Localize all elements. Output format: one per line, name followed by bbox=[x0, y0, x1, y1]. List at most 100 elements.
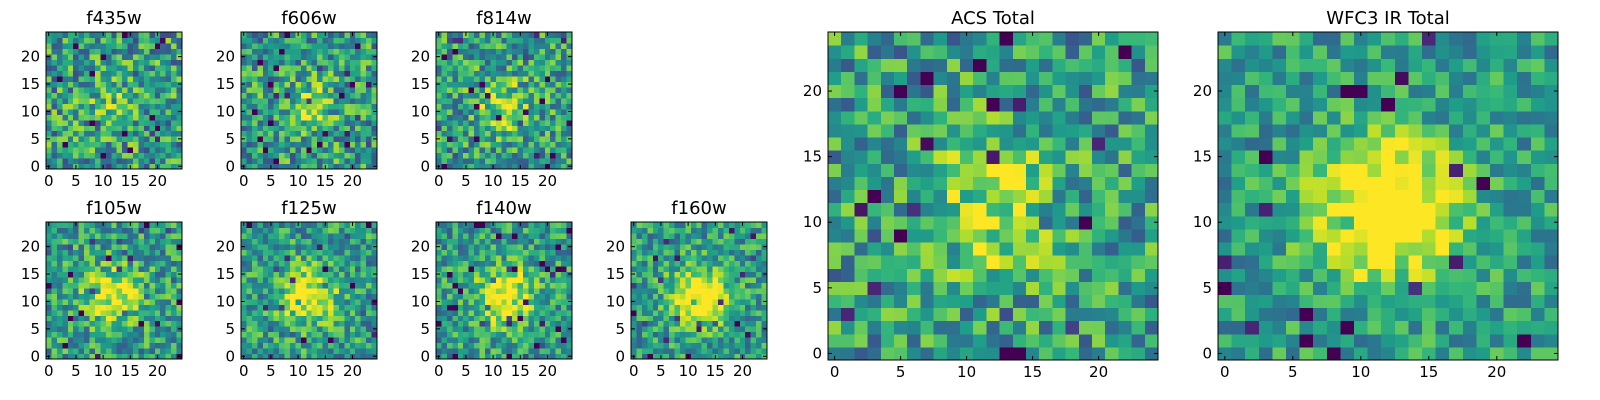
heatmap-cell bbox=[333, 114, 340, 121]
heatmap-cell bbox=[539, 265, 546, 272]
heatmap-cell bbox=[894, 215, 908, 230]
heatmap-cell bbox=[734, 320, 741, 327]
heatmap-cell bbox=[894, 189, 908, 204]
heatmap-cell bbox=[484, 304, 491, 311]
heatmap-cell bbox=[756, 243, 763, 250]
heatmap-cell bbox=[512, 337, 519, 344]
heatmap-cell bbox=[907, 281, 921, 295]
heatmap-cell bbox=[317, 227, 324, 234]
heatmap-cell bbox=[160, 243, 167, 250]
heatmap-cell bbox=[1131, 346, 1146, 361]
heatmap-cell bbox=[171, 125, 178, 132]
heatmap-cell bbox=[631, 320, 638, 327]
heatmap-cell bbox=[750, 276, 757, 283]
heatmap-cell bbox=[841, 268, 855, 282]
heatmap-cell bbox=[533, 32, 540, 39]
heatmap-cell bbox=[463, 254, 470, 261]
heatmap-cell bbox=[67, 136, 74, 143]
heatmap-cell bbox=[89, 32, 96, 39]
heatmap-cell bbox=[366, 293, 373, 300]
heatmap-cell bbox=[116, 114, 123, 121]
heatmap-cell bbox=[138, 81, 145, 88]
heatmap-cell bbox=[533, 232, 540, 240]
heatmap-cell bbox=[289, 152, 296, 159]
heatmap-cell bbox=[73, 152, 80, 159]
heatmap-cell bbox=[105, 238, 112, 245]
heatmap-cell bbox=[246, 125, 253, 132]
heatmap-cell bbox=[533, 147, 540, 154]
heatmap-cell bbox=[257, 271, 264, 278]
heatmap-cell bbox=[669, 309, 676, 316]
heatmap-cell bbox=[1144, 320, 1159, 335]
heatmap-cell bbox=[56, 163, 63, 170]
heatmap-cell bbox=[533, 337, 540, 344]
heatmap-cell bbox=[127, 304, 134, 311]
heatmap-cell bbox=[636, 254, 643, 261]
heatmap-cell bbox=[371, 249, 378, 256]
heatmap-cell bbox=[62, 103, 69, 110]
heatmap-cell bbox=[160, 254, 167, 261]
heatmap-cell bbox=[933, 176, 948, 191]
heatmap-cell bbox=[300, 108, 307, 115]
heatmap-cell bbox=[446, 227, 453, 234]
heatmap-cell bbox=[111, 86, 118, 93]
heatmap-cell bbox=[946, 176, 961, 191]
heatmap-cell bbox=[468, 254, 475, 261]
heatmap-cell bbox=[317, 59, 324, 66]
heatmap-cell bbox=[116, 249, 123, 256]
heatmap-cell bbox=[734, 304, 741, 311]
heatmap-cell bbox=[62, 320, 69, 327]
heatmap-cell bbox=[268, 114, 275, 121]
heatmap-cell bbox=[723, 227, 730, 234]
heatmap-cell bbox=[479, 337, 486, 344]
heatmap-cell bbox=[62, 337, 69, 344]
heatmap-cell bbox=[756, 293, 763, 300]
heatmap-cell bbox=[338, 243, 345, 250]
heatmap-cell bbox=[828, 163, 842, 177]
heatmap-cell bbox=[295, 97, 302, 104]
heatmap-cell bbox=[78, 136, 85, 143]
heatmap-cell bbox=[867, 241, 882, 256]
heatmap-cell bbox=[176, 249, 183, 256]
heatmap-cell bbox=[539, 130, 546, 137]
heatmap-cell bbox=[300, 227, 307, 234]
heatmap-cell bbox=[328, 59, 335, 66]
heatmap-cell bbox=[960, 163, 974, 177]
heatmap-cell bbox=[484, 97, 491, 104]
heatmap-cell bbox=[495, 331, 502, 338]
heatmap-cell bbox=[867, 268, 882, 282]
heatmap-cell bbox=[311, 320, 318, 327]
heatmap-cell bbox=[171, 75, 178, 82]
heatmap-cell bbox=[89, 92, 96, 99]
y-tick-label: 5 bbox=[420, 130, 430, 148]
heatmap-cell bbox=[344, 163, 351, 170]
heatmap-cell bbox=[116, 276, 123, 283]
heatmap-cell bbox=[73, 260, 80, 267]
heatmap-cell bbox=[750, 315, 757, 322]
heatmap-cell bbox=[920, 255, 935, 269]
heatmap-cell bbox=[67, 337, 74, 344]
heatmap-cell bbox=[1144, 294, 1159, 309]
heatmap-cell bbox=[441, 260, 448, 267]
heatmap-cell bbox=[149, 114, 156, 121]
heatmap-cell bbox=[51, 32, 58, 39]
heatmap-cell bbox=[501, 331, 508, 338]
heatmap-cell bbox=[1078, 215, 1093, 230]
heatmap-cell bbox=[528, 92, 535, 99]
heatmap-cell bbox=[734, 232, 741, 240]
heatmap-cell bbox=[756, 282, 763, 289]
heatmap-cell bbox=[479, 119, 486, 126]
heatmap-cell bbox=[100, 227, 107, 234]
heatmap-cell bbox=[555, 353, 562, 360]
heatmap-cell bbox=[986, 176, 1001, 191]
heatmap-cell bbox=[490, 232, 497, 240]
heatmap-cell bbox=[484, 152, 491, 159]
heatmap-cell bbox=[512, 86, 519, 93]
heatmap-cell bbox=[479, 37, 486, 44]
heatmap-cell bbox=[295, 119, 302, 126]
heatmap-cell bbox=[94, 158, 101, 165]
heatmap-cell bbox=[734, 315, 741, 322]
heatmap-cell bbox=[533, 304, 540, 311]
heatmap-cell bbox=[1144, 176, 1159, 191]
heatmap-cell bbox=[474, 331, 481, 338]
